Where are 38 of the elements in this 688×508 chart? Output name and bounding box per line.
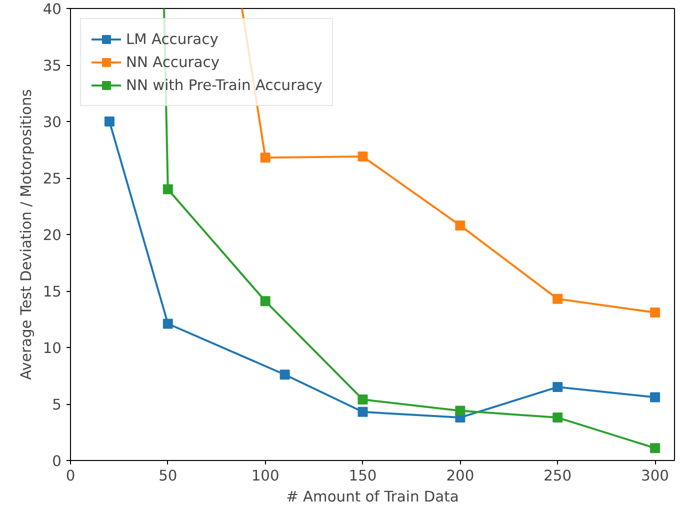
y-axis-title: Average Test Deviation / Motorpositions (18, 89, 35, 380)
point (552, 412, 563, 423)
point (162, 184, 173, 194)
point (455, 406, 466, 416)
point (162, 318, 173, 329)
point (358, 152, 368, 162)
y-tick-label: 25 (42, 170, 62, 188)
y-tick-label: 10 (42, 340, 62, 357)
y-tick-label: 35 (42, 58, 62, 74)
point (104, 116, 114, 126)
legend-label: NN Accuracy (126, 54, 220, 70)
x-tick-label: 0 (66, 468, 76, 484)
legend-label: NN with Pre-Train Accuracy (126, 76, 322, 94)
y-tick-label: 40 (42, 1, 62, 18)
x-tick-label: 300 (641, 468, 670, 484)
x-tick-label: 250 (544, 468, 572, 484)
y-tick-label: 0 (52, 453, 62, 470)
y-tick-label: 15 (42, 284, 62, 300)
point (280, 370, 290, 380)
point (358, 406, 368, 417)
y-tick-label: 30 (42, 114, 62, 131)
point (650, 443, 660, 454)
point (650, 307, 660, 318)
x-tick-label: 100 (251, 468, 280, 484)
legend-label: LM Accuracy (126, 30, 218, 48)
point (260, 296, 270, 306)
y-tick-label: 5 (52, 396, 62, 414)
x-tick-label: 150 (348, 468, 377, 484)
x-tick-label: 200 (446, 468, 474, 484)
point (358, 394, 368, 404)
y-tick-label: 20 (42, 227, 62, 244)
point (455, 220, 466, 230)
point (650, 392, 660, 402)
x-axis-title: # Amount of Train Data (286, 488, 459, 506)
x-tick-label: 50 (158, 468, 178, 484)
point (552, 294, 563, 304)
point (260, 152, 270, 163)
point (552, 382, 563, 392)
